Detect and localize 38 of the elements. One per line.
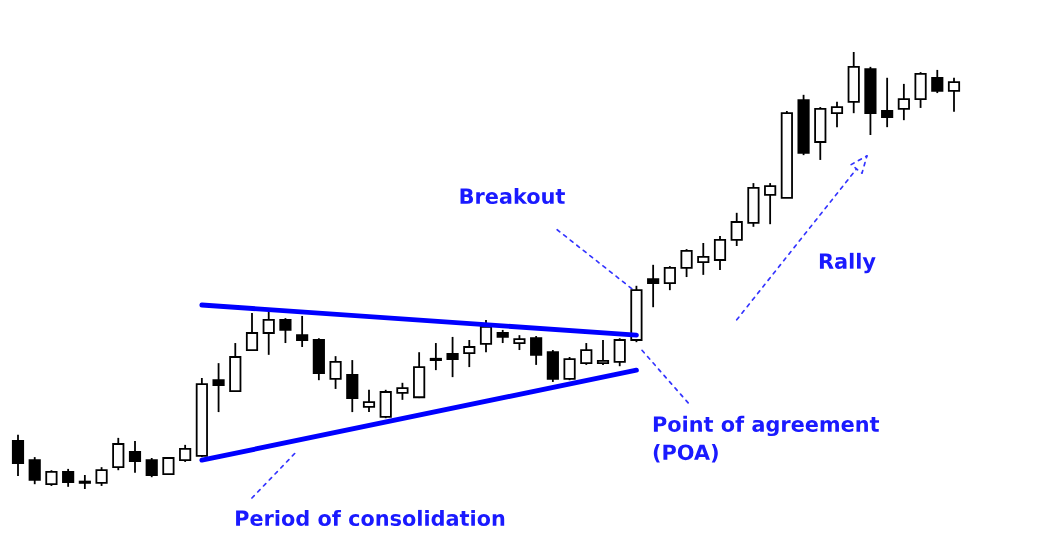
candlestick [713,235,727,271]
candlestick [95,466,108,487]
candlestick [881,76,894,129]
candlestick [730,211,743,247]
candlestick [329,355,342,390]
candlestick [697,242,710,276]
candlestick [663,265,676,292]
candlestick [931,69,944,94]
candlestick [112,436,125,472]
candlestick [613,337,626,368]
candlestick [947,76,961,113]
candlestick [897,82,910,122]
candlestick [145,457,158,479]
annotation: Point of agreement (POA) [653,415,880,463]
candlestick [296,315,309,348]
candlestick [580,342,593,366]
candlestick [212,362,225,413]
candlestick [479,318,493,354]
candlestick [262,311,275,356]
text: Period of consolidation [236,509,505,527]
candlestick [463,339,476,368]
candlestick [245,311,259,351]
candlestick [128,440,142,474]
candlestick [362,388,376,413]
candlestick [429,342,442,372]
candlestick [11,433,25,477]
annotation: Rally [819,252,876,274]
candlestick [647,263,660,309]
candlestick [279,317,292,344]
candlestick [830,100,844,129]
candlestick [28,456,41,486]
candlestick [764,182,777,226]
candlestick [530,335,543,366]
candlestick [680,248,693,278]
candlestick [596,339,610,366]
annotation: Breakout [460,187,565,205]
candlestick [346,359,359,413]
candlestick [446,336,459,379]
